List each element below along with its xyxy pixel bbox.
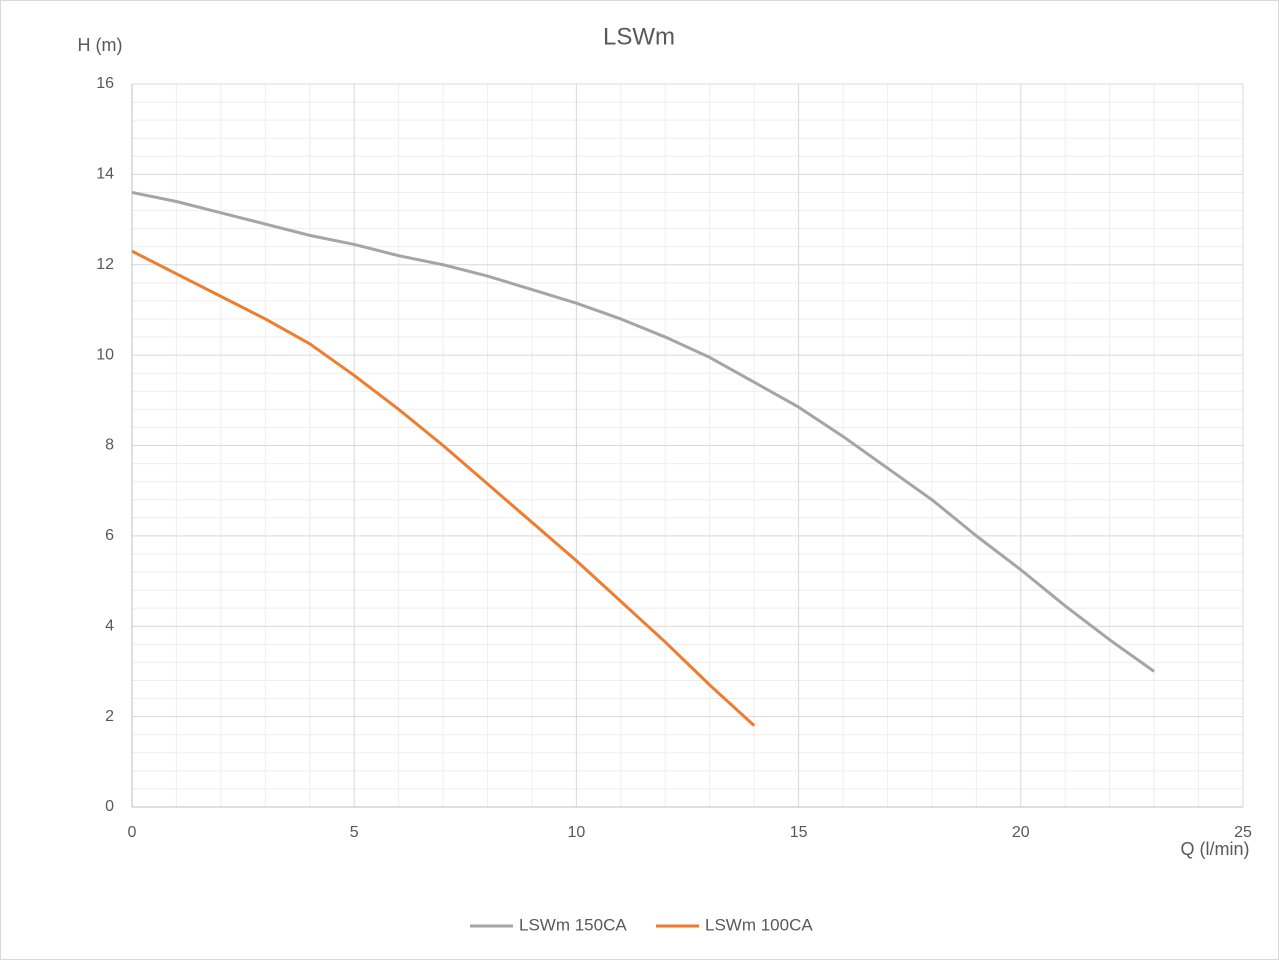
data-line bbox=[131, 190, 1155, 673]
y-tick-label: 10 bbox=[96, 346, 114, 363]
x-tick-label: 25 bbox=[1234, 824, 1252, 841]
x-tick-label: 5 bbox=[350, 824, 359, 841]
x-tick-label: 0 bbox=[128, 824, 137, 841]
x-tick-label: 10 bbox=[568, 824, 586, 841]
x-tick-label: 15 bbox=[790, 824, 808, 841]
y-tick-label: 2 bbox=[105, 708, 114, 725]
y-tick-label: 14 bbox=[96, 166, 114, 183]
legend-label: LSWm 100CA bbox=[705, 915, 813, 934]
y-tick-label: 16 bbox=[96, 75, 114, 92]
y-tick-label: 8 bbox=[105, 437, 114, 454]
legend-label: LSWm 150CA bbox=[519, 915, 627, 934]
x-axis-title: Q (l/min) bbox=[1181, 839, 1250, 859]
x-tick-label: 20 bbox=[1012, 824, 1030, 841]
y-tick-label: 4 bbox=[105, 617, 114, 634]
y-tick-label: 12 bbox=[96, 256, 114, 273]
chart-title: LSWm bbox=[603, 23, 675, 50]
y-tick-label: 0 bbox=[105, 798, 114, 815]
y-axis-title: H (m) bbox=[78, 35, 123, 55]
data-line bbox=[131, 249, 756, 727]
y-tick-label: 6 bbox=[105, 527, 114, 544]
